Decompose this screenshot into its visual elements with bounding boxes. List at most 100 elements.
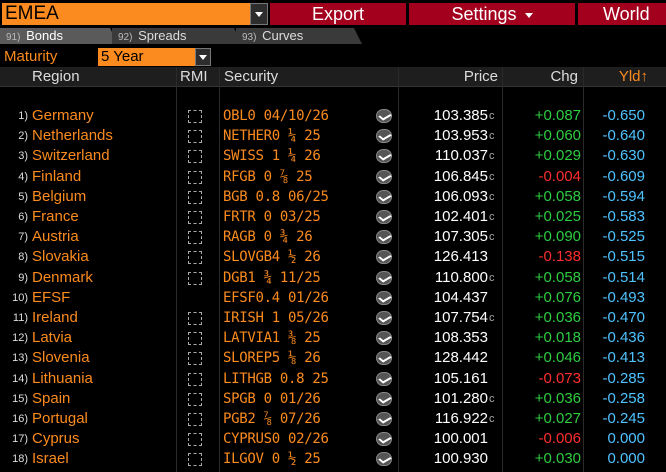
table-row[interactable]: 17) Cyprus CYPRUS0 02/26 100.001 -0.006 0.000 bbox=[0, 429, 666, 449]
region-name[interactable]: Spain bbox=[32, 389, 71, 407]
security-name[interactable]: ILGOV 0 ½ 25 bbox=[223, 451, 321, 468]
rmi-icon[interactable] bbox=[188, 211, 202, 224]
column-header-security[interactable]: Security bbox=[224, 68, 279, 85]
region-search-input[interactable]: EMEA bbox=[2, 3, 250, 25]
region-name[interactable]: Israel bbox=[32, 450, 69, 468]
security-name[interactable]: SPGB 0 01/26 bbox=[223, 390, 321, 407]
region-name[interactable]: Finland bbox=[32, 167, 82, 185]
rmi-icon[interactable] bbox=[188, 251, 202, 265]
table-row[interactable]: 7) Austria RAGB 0 ¾ 26 107.305 c +0.090 -0.525 bbox=[0, 227, 666, 247]
chart-icon[interactable] bbox=[376, 109, 392, 123]
security-name[interactable]: RFGB 0 ⅞ 25 bbox=[223, 168, 313, 185]
chart-icon[interactable] bbox=[376, 189, 392, 204]
table-row[interactable]: 8) Slovakia SLOVGB4 ½ 26 126.413 -0.138 -0.51… bbox=[0, 247, 666, 267]
chart-icon[interactable] bbox=[376, 210, 392, 224]
export-button[interactable]: Export bbox=[270, 3, 406, 25]
table-row[interactable]: 18) Israel ILGOV 0 ½ 25 100.930 +0.030 0.000 bbox=[0, 449, 666, 469]
column-header-rmi[interactable]: RMI bbox=[180, 68, 208, 85]
chart-icon[interactable] bbox=[376, 391, 392, 406]
security-name[interactable]: IRISH 1 05/26 bbox=[223, 310, 329, 326]
region-name[interactable]: Latvia bbox=[32, 329, 73, 347]
rmi-icon[interactable] bbox=[188, 312, 202, 325]
table-row[interactable]: 3) Switzerland SWISS 1 ¼ 26 110.037 c +0.029 -… bbox=[0, 146, 666, 166]
rmi-icon[interactable] bbox=[188, 190, 202, 204]
region-name[interactable]: France bbox=[32, 208, 79, 225]
table-row[interactable]: 14) Lithuania LITHGB 0.8 25 105.161 -0.073 -0… bbox=[0, 369, 666, 389]
column-header-region[interactable]: Region bbox=[32, 68, 80, 85]
rmi-icon[interactable] bbox=[188, 433, 202, 447]
security-name[interactable]: LATVIA1 ⅜ 25 bbox=[223, 330, 321, 347]
chart-icon[interactable] bbox=[376, 149, 392, 164]
region-name[interactable]: Switzerland bbox=[32, 147, 110, 165]
security-name[interactable]: SWISS 1 ¼ 26 bbox=[223, 148, 321, 165]
table-row[interactable]: 5) Belgium BGB 0.8 06/25 106.093 c +0.058 -0.5… bbox=[0, 187, 666, 207]
settings-button[interactable]: Settings bbox=[409, 3, 575, 25]
chart-icon[interactable] bbox=[376, 432, 392, 447]
maturity-select[interactable]: 5 Year bbox=[98, 48, 195, 66]
chart-icon[interactable] bbox=[376, 290, 392, 305]
column-header-yld[interactable]: Yld↑ bbox=[618, 68, 648, 85]
rmi-icon[interactable] bbox=[188, 110, 202, 123]
table-row[interactable]: 2) Netherlands NETHER0 ¼ 25 103.953 c +0.060 -… bbox=[0, 126, 666, 146]
chart-icon[interactable] bbox=[376, 230, 392, 245]
security-name[interactable]: NETHER0 ¼ 25 bbox=[223, 128, 321, 145]
security-name[interactable]: DGB1 ¾ 11/25 bbox=[223, 269, 321, 286]
region-name[interactable]: Slovenia bbox=[32, 349, 90, 367]
security-name[interactable]: SLOREP5 ⅛ 26 bbox=[223, 350, 321, 367]
rmi-icon[interactable] bbox=[188, 231, 202, 245]
security-name[interactable]: BGB 0.8 06/25 bbox=[223, 188, 329, 205]
security-name[interactable]: RAGB 0 ¾ 26 bbox=[223, 229, 313, 246]
security-name[interactable]: PGB2 ⅞ 07/26 bbox=[223, 411, 321, 427]
tab-bonds[interactable]: 91) Bonds bbox=[0, 28, 118, 44]
rmi-icon[interactable] bbox=[188, 271, 202, 285]
chart-icon[interactable] bbox=[376, 270, 392, 285]
region-dropdown-button[interactable] bbox=[250, 3, 268, 25]
tab-spreads[interactable]: 92) Spreads bbox=[112, 28, 242, 44]
chart-icon[interactable] bbox=[376, 311, 392, 325]
table-row[interactable]: 6) France FRTR 0 03/25 102.401 c +0.025 -0.583 bbox=[0, 207, 666, 227]
table-row[interactable]: 12) Latvia LATVIA1 ⅜ 25 108.353 +0.018 -0.436 bbox=[0, 328, 666, 348]
chart-icon[interactable] bbox=[376, 129, 392, 144]
column-header-chg[interactable]: Chg bbox=[550, 68, 578, 85]
region-name[interactable]: Netherlands bbox=[32, 127, 113, 145]
chart-icon[interactable] bbox=[376, 452, 392, 467]
rmi-icon[interactable] bbox=[188, 413, 202, 426]
table-row[interactable]: 9) Denmark DGB1 ¾ 11/25 110.800 c +0.058 -0.51… bbox=[0, 268, 666, 288]
security-name[interactable]: SLOVGB4 ½ 26 bbox=[223, 249, 321, 266]
region-name[interactable]: EFSF bbox=[32, 288, 71, 306]
security-name[interactable]: EFSF0.4 01/26 bbox=[223, 289, 329, 306]
table-row[interactable]: 1) Germany OBL0 04/10/26 103.385 c +0.087 -0.6… bbox=[0, 106, 666, 126]
region-name[interactable]: Germany bbox=[32, 107, 94, 124]
rmi-icon[interactable] bbox=[188, 352, 202, 366]
table-row[interactable]: 15) Spain SPGB 0 01/26 101.280 c +0.036 -0.258 bbox=[0, 389, 666, 409]
region-name[interactable]: Portugal bbox=[32, 410, 88, 427]
rmi-icon[interactable] bbox=[188, 130, 202, 144]
region-name[interactable]: Slovakia bbox=[32, 248, 89, 266]
security-name[interactable]: FRTR 0 03/25 bbox=[223, 209, 321, 225]
region-name[interactable]: Cyprus bbox=[32, 430, 80, 448]
chart-icon[interactable] bbox=[376, 371, 392, 386]
tab-curves[interactable]: 93) Curves bbox=[236, 28, 362, 44]
table-row[interactable]: 16) Portugal PGB2 ⅞ 07/26 116.922 c +0.027 -0.… bbox=[0, 409, 666, 429]
region-name[interactable]: Belgium bbox=[32, 187, 87, 205]
rmi-icon[interactable] bbox=[188, 150, 202, 164]
rmi-icon[interactable] bbox=[188, 332, 202, 346]
table-row[interactable]: 10) EFSF EFSF0.4 01/26 104.437 +0.076 -0.493 bbox=[0, 288, 666, 308]
chart-icon[interactable] bbox=[376, 169, 392, 184]
table-row[interactable]: 4) Finland RFGB 0 ⅞ 25 106.845 c -0.004 -0.609 bbox=[0, 167, 666, 187]
chart-icon[interactable] bbox=[376, 351, 392, 366]
security-name[interactable]: LITHGB 0.8 25 bbox=[223, 370, 329, 387]
chart-icon[interactable] bbox=[376, 412, 392, 426]
rmi-icon[interactable] bbox=[188, 453, 202, 467]
region-name[interactable]: Austria bbox=[32, 228, 79, 246]
security-name[interactable]: OBL0 04/10/26 bbox=[223, 108, 329, 124]
region-name[interactable]: Ireland bbox=[32, 309, 78, 326]
rmi-icon[interactable] bbox=[188, 392, 202, 406]
table-row[interactable]: 13) Slovenia SLOREP5 ⅛ 26 128.442 +0.046 -0.4… bbox=[0, 348, 666, 368]
world-button[interactable]: World bbox=[578, 3, 666, 25]
table-row[interactable]: 11) Ireland IRISH 1 05/26 107.754 c +0.036 -0.… bbox=[0, 308, 666, 328]
rmi-icon[interactable] bbox=[188, 170, 202, 184]
column-header-price[interactable]: Price bbox=[463, 68, 498, 85]
chart-icon[interactable] bbox=[376, 331, 392, 346]
chart-icon[interactable] bbox=[376, 250, 392, 265]
